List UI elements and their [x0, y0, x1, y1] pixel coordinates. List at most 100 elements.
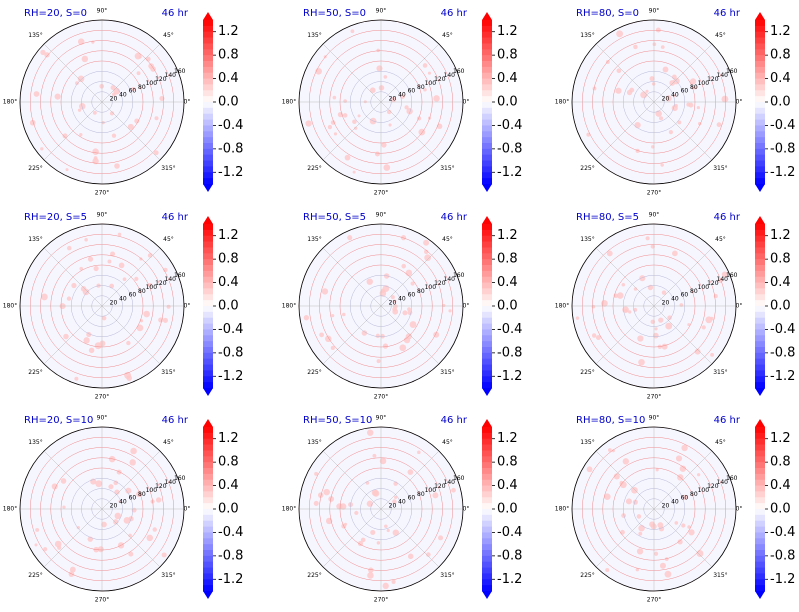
field-blob: [366, 429, 374, 436]
colorbar-segment: [203, 323, 213, 331]
colorbar-segment: [203, 276, 213, 284]
colorbar-segment: [482, 579, 492, 586]
field-blob: [339, 503, 347, 510]
colorbar-segment: [203, 352, 213, 360]
field-blob: [139, 257, 143, 261]
field-blob: [375, 333, 380, 339]
field-blob: [81, 55, 89, 63]
angle-gridline: [380, 450, 440, 510]
field-blob: [347, 235, 353, 241]
colorbar-segment: [482, 270, 492, 278]
panel-title: RH=80, S=0: [576, 8, 639, 19]
polar-frame: [571, 19, 737, 185]
field-blob: [693, 85, 697, 90]
colorbar-tick-label: 1.2: [218, 431, 239, 446]
field-blob: [645, 89, 649, 93]
radial-tick-label: 120: [707, 280, 719, 287]
radial-tick-label: 40: [398, 499, 406, 506]
colorbar-segment: [482, 497, 492, 504]
colorbar-segment: [203, 317, 213, 325]
colorbar-segment: [755, 364, 765, 372]
colorbar-segment: [755, 306, 765, 313]
field-blob: [113, 519, 119, 525]
field-blob: [74, 376, 79, 381]
angle-gridline: [43, 43, 103, 103]
angle-tick-label: 270°: [374, 597, 388, 604]
colorbar-segment: [755, 485, 765, 493]
colorbar-segment: [482, 49, 492, 56]
field-blob: [689, 78, 697, 85]
field-blob: [110, 85, 116, 91]
colorbar-segment: [203, 438, 213, 446]
angle-tick-label: 45°: [715, 439, 726, 446]
radial-tick-label: 160: [453, 272, 465, 279]
panel-time-label: 46 hr: [714, 8, 741, 19]
colorbar-segment: [755, 166, 765, 173]
field-blob: [354, 126, 358, 130]
panel-time-label: 46 hr: [162, 415, 189, 426]
field-blob: [661, 290, 667, 295]
field-blob: [651, 82, 656, 86]
colorbar-tick-label: 0.8: [218, 455, 239, 470]
field-blob: [697, 121, 702, 126]
colorbar-segment: [203, 503, 213, 510]
colorbar-segment: [755, 172, 765, 179]
field-blob: [607, 448, 612, 452]
colorbar-segment: [203, 364, 213, 372]
colorbar-segment: [203, 259, 213, 266]
colorbar-segment: [203, 538, 213, 545]
colorbar-segment: [482, 90, 492, 97]
field-blob: [75, 81, 79, 86]
colorbar-segment: [755, 532, 765, 539]
colorbar-tick-label: -0.4: [218, 322, 243, 337]
colorbar-segment: [482, 37, 492, 45]
field-blob: [406, 108, 413, 115]
field-blob: [652, 332, 659, 339]
field-blob: [128, 551, 134, 557]
colorbar-tick-label: -0.8: [770, 345, 795, 360]
field-blob: [138, 55, 142, 59]
colorbar-segment: [482, 520, 492, 528]
colorbar-segment: [203, 37, 213, 45]
angle-tick-label: 90°: [376, 8, 387, 15]
field-blob: [60, 478, 67, 484]
field-blob: [390, 96, 397, 103]
colorbar-tick-label: -1.2: [770, 369, 795, 384]
field-blob: [384, 524, 388, 529]
field-blob: [664, 557, 669, 561]
field-blob: [586, 466, 593, 473]
field-blob: [62, 133, 68, 139]
field-blob: [29, 119, 36, 126]
colorbar-segment: [203, 427, 213, 434]
angle-tick-label: 315°: [440, 165, 454, 172]
colorbar-segment: [203, 479, 213, 487]
colorbar-segment: [755, 468, 765, 475]
colorbar-segment: [203, 462, 213, 469]
field-blob: [313, 500, 319, 506]
field-blob: [147, 253, 153, 258]
radial-tick-label: 20: [662, 503, 670, 510]
panel-time-label: 46 hr: [441, 212, 468, 223]
colorbar-segment: [203, 160, 213, 168]
colorbar-extend-max: [755, 12, 765, 20]
angle-gridline: [101, 305, 161, 365]
colorbar-extend-min: [755, 184, 765, 192]
colorbar-segment: [482, 335, 492, 342]
colorbar-segment: [203, 247, 213, 254]
colorbar-tick-label: -0.8: [497, 548, 522, 563]
panel-time-label: 46 hr: [714, 212, 741, 223]
field-blob: [417, 450, 421, 455]
colorbar-segment: [755, 84, 765, 91]
angle-tick-label: 225°: [307, 369, 321, 376]
field-blob: [654, 551, 659, 556]
colorbar-segment: [755, 253, 765, 260]
colorbar-segment: [755, 96, 765, 103]
field-blob: [66, 245, 72, 251]
field-blob: [357, 114, 361, 118]
colorbar-tick-label: -0.8: [770, 141, 795, 156]
colorbar-segment: [203, 113, 213, 121]
angle-tick-label: 270°: [374, 394, 388, 401]
angle-gridline: [43, 305, 103, 365]
angle-tick-label: 45°: [715, 32, 726, 39]
polar-frame: [571, 426, 737, 592]
